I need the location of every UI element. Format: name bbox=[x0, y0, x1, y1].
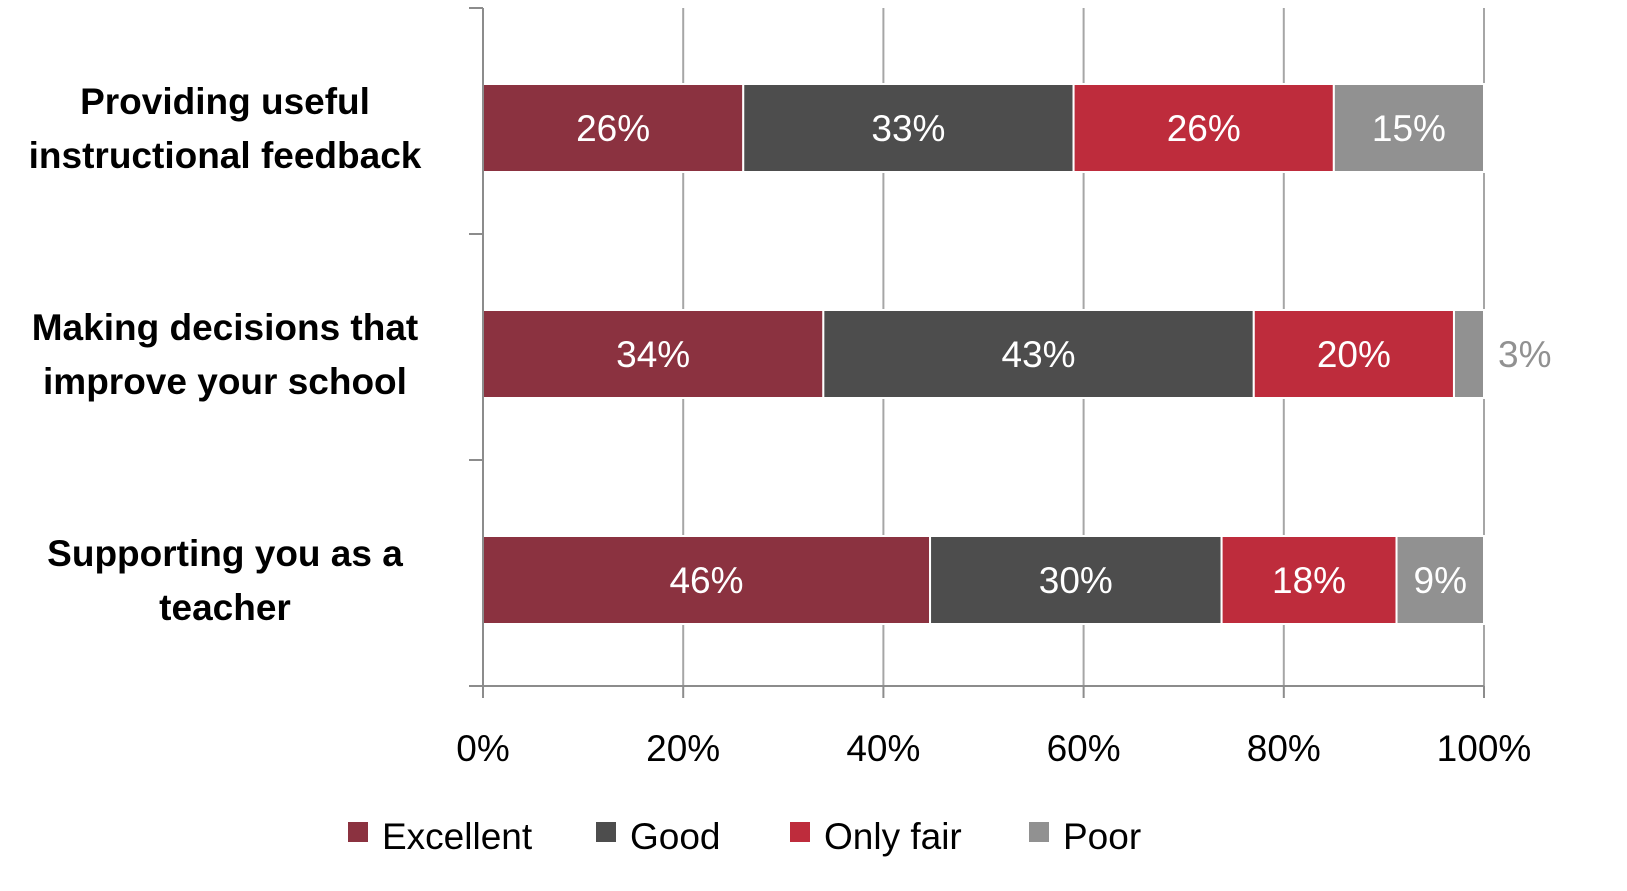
legend-label: Only fair bbox=[824, 816, 962, 857]
data-label: 20% bbox=[1317, 334, 1391, 375]
bar-segment-excellent bbox=[482, 83, 745, 173]
data-label: 26% bbox=[576, 108, 650, 149]
bar-segment-only-fair bbox=[1220, 535, 1398, 625]
data-label: 33% bbox=[871, 108, 945, 149]
data-label: 26% bbox=[1167, 108, 1241, 149]
data-label: 18% bbox=[1272, 560, 1346, 601]
data-label: 9% bbox=[1414, 560, 1467, 601]
bar-segment-only-fair bbox=[1072, 83, 1335, 173]
data-label: 15% bbox=[1372, 108, 1446, 149]
legend-label: Excellent bbox=[382, 816, 533, 857]
data-label: 3% bbox=[1498, 334, 1551, 375]
category-label: Making decisions that improve your school bbox=[32, 307, 419, 402]
bar-segment-poor bbox=[1332, 83, 1485, 173]
category-labels: Providing useful instructional feedback Ma… bbox=[29, 81, 422, 628]
bar-segment-good bbox=[742, 83, 1075, 173]
legend-swatch-poor bbox=[1029, 822, 1049, 842]
category-label: Supporting you as a teacher bbox=[47, 533, 403, 628]
category-label: Providing useful instructional feedback bbox=[29, 81, 422, 176]
bar-segment-good bbox=[822, 309, 1255, 399]
data-labels: 26% 33% 26% 15% 34% 43% 20% 3% 46% 30% 18% 9% bbox=[576, 108, 1551, 601]
x-tick-label: 40% bbox=[846, 728, 920, 769]
x-tick-label: 20% bbox=[646, 728, 720, 769]
legend: Excellent Good Only fair Poor bbox=[348, 816, 1141, 857]
legend-swatch-excellent bbox=[348, 822, 368, 842]
x-tick-label: 60% bbox=[1047, 728, 1121, 769]
data-label: 34% bbox=[616, 334, 690, 375]
legend-label: Poor bbox=[1063, 816, 1141, 857]
legend-swatch-only-fair bbox=[790, 822, 810, 842]
data-label: 43% bbox=[1002, 334, 1076, 375]
x-tick-label: 100% bbox=[1437, 728, 1532, 769]
bar-segment-poor bbox=[1452, 309, 1485, 399]
axes bbox=[469, 7, 1485, 698]
bars bbox=[482, 83, 1485, 625]
legend-label: Good bbox=[630, 816, 721, 857]
bar-segment-excellent bbox=[482, 309, 825, 399]
x-tick-labels: 0% 20% 40% 60% 80% 100% bbox=[456, 728, 1531, 769]
bar-segment-excellent bbox=[482, 535, 932, 625]
x-tick-label: 80% bbox=[1247, 728, 1321, 769]
data-label: 46% bbox=[669, 560, 743, 601]
legend-swatch-good bbox=[596, 822, 616, 842]
x-tick-label: 0% bbox=[456, 728, 509, 769]
data-label: 30% bbox=[1039, 560, 1113, 601]
bar-segment-poor bbox=[1395, 535, 1485, 625]
bar-segment-only-fair bbox=[1252, 309, 1455, 399]
